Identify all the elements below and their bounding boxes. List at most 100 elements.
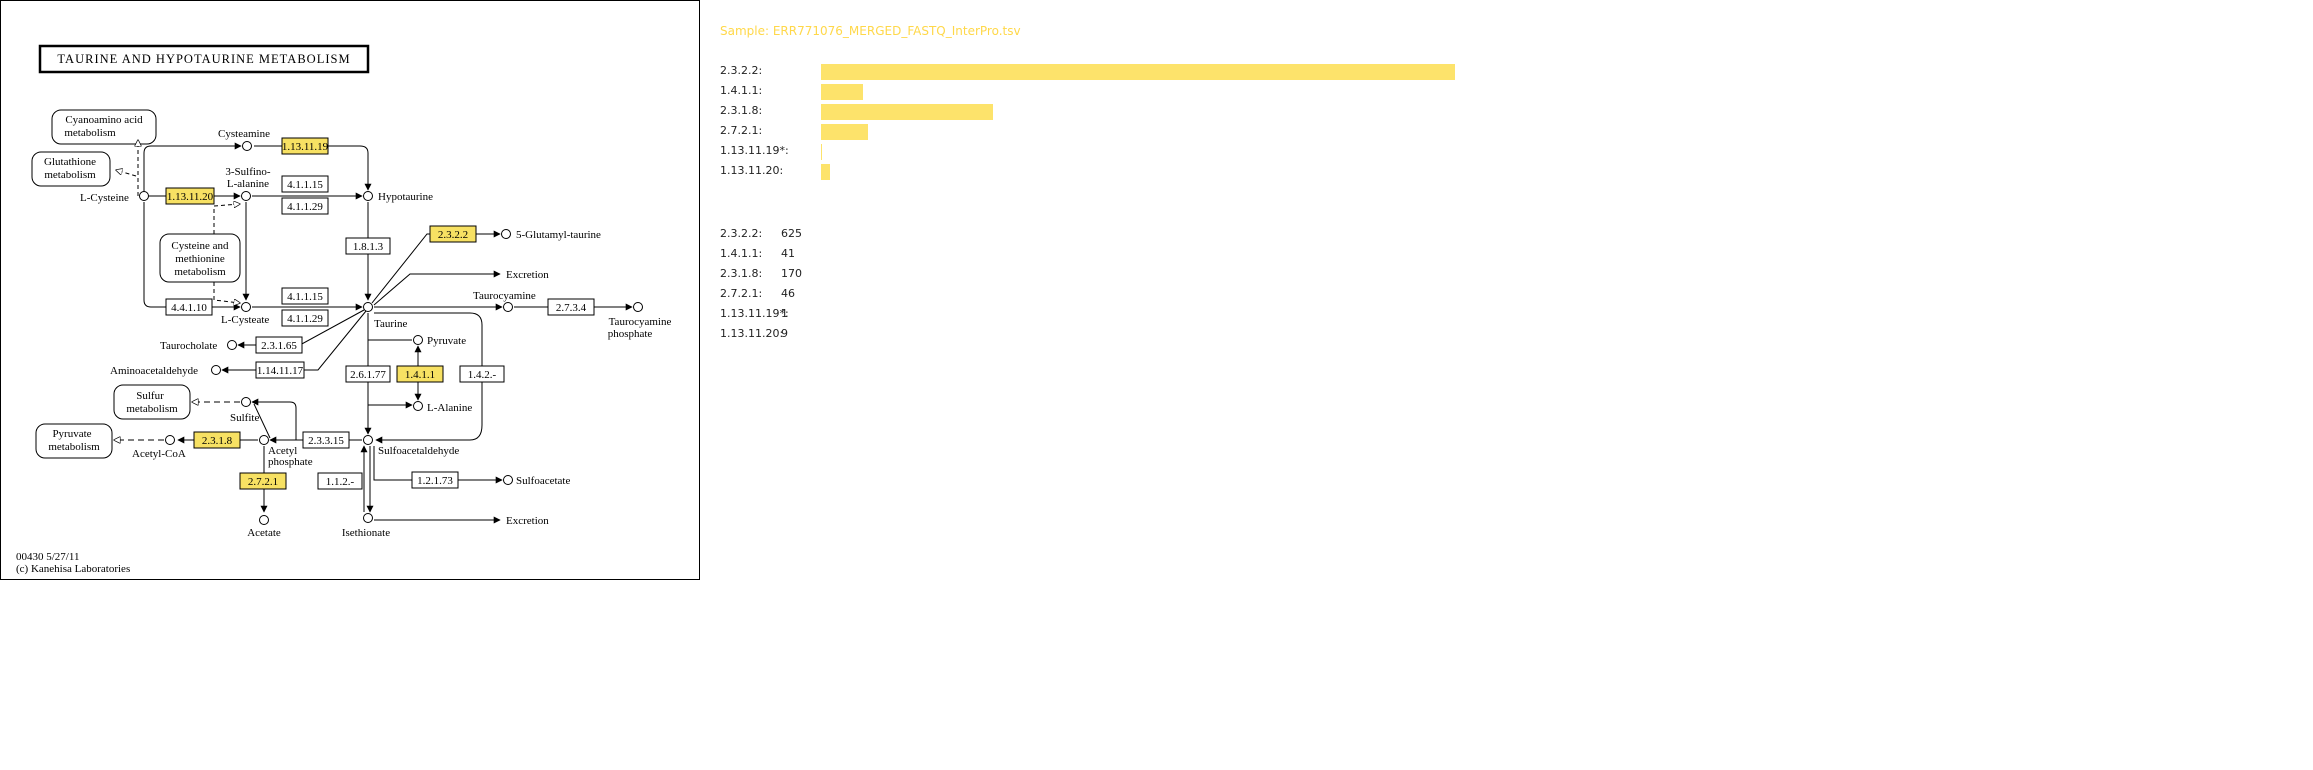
count-value: 1 bbox=[781, 307, 788, 320]
count-row-label: 1.4.1.1: bbox=[720, 247, 763, 260]
enzyme-2-3-1-8: 2.3.1.8 bbox=[193, 431, 241, 449]
svg-text:1.8.1.3: 1.8.1.3 bbox=[353, 241, 384, 253]
count-value: 41 bbox=[781, 247, 795, 260]
compound-taurocyamine-phosphate: Taurocyamine bbox=[609, 316, 672, 328]
svg-text:metabolism: metabolism bbox=[126, 403, 178, 415]
map-footer-id: 00430 5/27/11 bbox=[16, 551, 79, 563]
enzyme-1-1-2: 1.1.2.- bbox=[317, 472, 363, 490]
compound-sulfinoalanine: 3-Sulfino- bbox=[225, 166, 271, 178]
svg-text:1.2.1.73: 1.2.1.73 bbox=[417, 475, 453, 487]
svg-text:TAURINE AND HYPOTAURINE METABO: TAURINE AND HYPOTAURINE METABOLISM bbox=[57, 52, 350, 66]
enzyme-4-1-1-15-b: 4.1.1.15 bbox=[281, 287, 329, 305]
svg-text:Glutathione: Glutathione bbox=[44, 156, 96, 168]
enzyme-2-6-1-77: 2.6.1.77 bbox=[345, 365, 391, 383]
compound-taurocholate: Taurocholate bbox=[160, 340, 217, 352]
compound-nodes bbox=[139, 141, 643, 525]
svg-text:metabolism: metabolism bbox=[48, 441, 100, 453]
svg-text:L-alanine: L-alanine bbox=[227, 178, 269, 190]
svg-text:Sulfur: Sulfur bbox=[136, 390, 164, 402]
map-link-glutathione[interactable]: Glutathione metabolism bbox=[31, 151, 111, 187]
enzyme-2-3-3-15: 2.3.3.15 bbox=[302, 431, 350, 449]
map-frame bbox=[0, 0, 700, 580]
compound-acetate: Acetate bbox=[247, 527, 281, 539]
pathway-map: TAURINE AND HYPOTAURINE METABOLISM Cyano… bbox=[0, 0, 700, 580]
svg-text:2.7.2.1: 2.7.2.1 bbox=[248, 476, 278, 488]
map-footer-copyright: (c) Kanehisa Laboratories bbox=[16, 563, 130, 575]
count-row-label: 2.3.1.8: bbox=[720, 267, 763, 280]
map-link-cysteine-methionine[interactable]: Cysteine and methionine metabolism bbox=[159, 233, 241, 283]
abundance-bar bbox=[821, 144, 822, 160]
compound-sulfite: Sulfite bbox=[230, 412, 259, 424]
svg-text:2.3.1.65: 2.3.1.65 bbox=[261, 340, 297, 352]
abundance-row-label: 2.3.1.8: bbox=[720, 104, 763, 117]
compound-hypotaurine: Hypotaurine bbox=[378, 191, 433, 203]
compound-excretion-1: Excretion bbox=[506, 269, 549, 281]
compound-excretion-2: Excretion bbox=[506, 515, 549, 527]
enzyme-1-14-11-17: 1.14.11.17 bbox=[255, 361, 305, 379]
enzyme-1-8-1-3: 1.8.1.3 bbox=[345, 237, 391, 255]
abundance-bar bbox=[821, 84, 863, 100]
abundance-bar bbox=[821, 124, 868, 140]
svg-text:metabolism: metabolism bbox=[174, 266, 226, 278]
enzyme-1-13-11-20: 1.13.11.20 bbox=[165, 187, 215, 205]
compound-sulfoacetaldehyde: Sulfoacetaldehyde bbox=[378, 445, 459, 457]
enzyme-boxes[interactable]: 1.13.11.19 1.13.11.20 4.1.1.15 4.1.1.29 … bbox=[165, 137, 595, 490]
svg-text:4.1.1.29: 4.1.1.29 bbox=[287, 201, 323, 213]
map-link-pyruvate[interactable]: Pyruvate metabolism bbox=[35, 423, 113, 459]
enzyme-1-13-11-19: 1.13.11.19 bbox=[281, 137, 329, 155]
svg-text:1.4.1.1: 1.4.1.1 bbox=[405, 369, 435, 381]
enzyme-2-7-3-4: 2.7.3.4 bbox=[547, 298, 595, 316]
count-row-label: 1.13.11.20: bbox=[720, 327, 784, 340]
abundance-bar bbox=[821, 104, 993, 120]
compound-aminoacetaldehyde: Aminoacetaldehyde bbox=[110, 365, 198, 377]
svg-text:phosphate: phosphate bbox=[268, 456, 313, 468]
svg-text:1.13.11.19: 1.13.11.19 bbox=[282, 141, 329, 153]
enzyme-4-4-1-10: 4.4.1.10 bbox=[165, 298, 213, 316]
svg-text:2.3.3.15: 2.3.3.15 bbox=[308, 435, 344, 447]
compound-cysteamine: Cysteamine bbox=[218, 128, 270, 140]
svg-text:4.1.1.15: 4.1.1.15 bbox=[287, 291, 323, 303]
count-value: 170 bbox=[781, 267, 802, 280]
enzyme-1-4-1-1: 1.4.1.1 bbox=[396, 365, 444, 383]
svg-text:4.1.1.29: 4.1.1.29 bbox=[287, 313, 323, 325]
count-row-label: 2.3.2.2: bbox=[720, 227, 763, 240]
abundance-bar bbox=[821, 164, 830, 180]
enzyme-1-4-2: 1.4.2.- bbox=[459, 365, 505, 383]
compound-labels: Cysteamine 3-Sulfino- L-alanine L-Cystei… bbox=[80, 128, 671, 539]
abundance-row-label: 2.7.2.1: bbox=[720, 124, 763, 137]
abundance-row-label: 2.3.2.2: bbox=[720, 64, 763, 77]
sample-title: Sample: ERR771076_MERGED_FASTQ_InterPro.… bbox=[720, 24, 1021, 38]
compound-acetyl-coa: Acetyl-CoA bbox=[132, 448, 186, 460]
compound-taurocyamine: Taurocyamine bbox=[473, 290, 536, 302]
svg-text:methionine: methionine bbox=[175, 253, 225, 265]
enzyme-2-3-2-2: 2.3.2.2 bbox=[429, 225, 477, 243]
svg-text:2.6.1.77: 2.6.1.77 bbox=[350, 369, 386, 381]
compound-acetyl-phosphate: Acetyl bbox=[268, 445, 297, 457]
svg-text:1.13.11.20: 1.13.11.20 bbox=[167, 191, 214, 203]
compound-glutamyl-taurine: 5-Glutamyl-taurine bbox=[516, 229, 601, 241]
enzyme-4-1-1-29-b: 4.1.1.29 bbox=[281, 309, 329, 327]
enzyme-2-7-2-1: 2.7.2.1 bbox=[239, 472, 287, 490]
abundance-row-label: 1.13.11.20: bbox=[720, 164, 784, 177]
compound-lcysteine: L-Cysteine bbox=[80, 192, 129, 204]
map-link-sulfur[interactable]: Sulfur metabolism bbox=[113, 384, 191, 420]
svg-text:phosphate: phosphate bbox=[608, 328, 653, 340]
enzyme-1-2-1-73: 1.2.1.73 bbox=[411, 471, 459, 489]
svg-text:4.1.1.15: 4.1.1.15 bbox=[287, 179, 323, 191]
svg-text:1.1.2.-: 1.1.2.- bbox=[326, 476, 355, 488]
enzyme-4-1-1-15-a: 4.1.1.15 bbox=[281, 175, 329, 193]
svg-text:metabolism: metabolism bbox=[64, 127, 116, 139]
svg-text:4.4.1.10: 4.4.1.10 bbox=[171, 302, 207, 314]
map-link-cyanoamino[interactable]: Cyanoamino acid metabolism bbox=[51, 109, 157, 145]
compound-pyruvate: Pyruvate bbox=[427, 335, 466, 347]
svg-text:1.14.11.17: 1.14.11.17 bbox=[257, 365, 304, 377]
compound-sulfoacetate: Sulfoacetate bbox=[516, 475, 570, 487]
svg-text:1.4.2.-: 1.4.2.- bbox=[468, 369, 497, 381]
count-value: 9 bbox=[781, 327, 788, 340]
count-value: 46 bbox=[781, 287, 795, 300]
compound-isethionate: Isethionate bbox=[342, 527, 390, 539]
svg-text:Pyruvate: Pyruvate bbox=[52, 428, 91, 440]
compound-taurine: Taurine bbox=[374, 318, 408, 330]
abundance-row-label: 1.4.1.1: bbox=[720, 84, 763, 97]
svg-text:Cyanoamino acid: Cyanoamino acid bbox=[65, 114, 143, 126]
